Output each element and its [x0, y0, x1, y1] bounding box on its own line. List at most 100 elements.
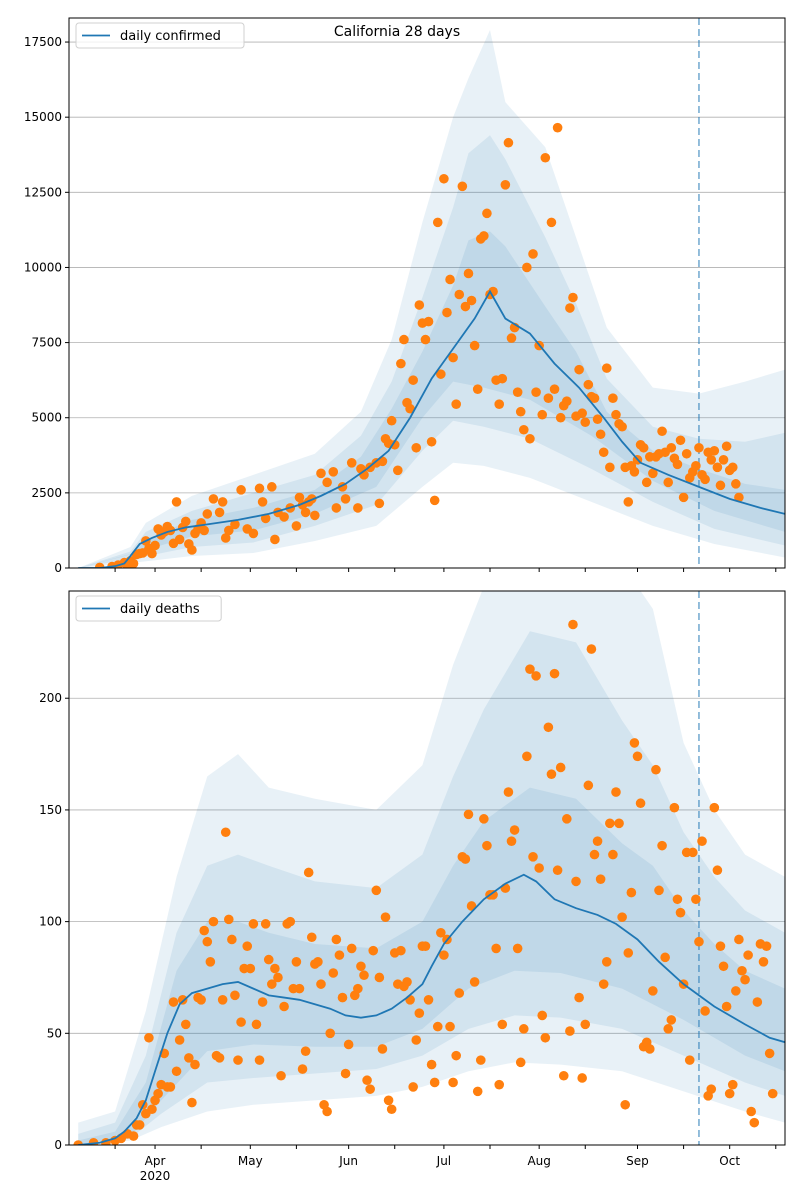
observed-point	[291, 521, 302, 531]
observed-point	[325, 1028, 336, 1039]
observed-point	[558, 1070, 569, 1081]
observed-point	[322, 1106, 332, 1117]
observed-point	[463, 268, 474, 279]
observed-point	[208, 494, 219, 504]
observed-point	[605, 462, 615, 473]
observed-point	[230, 519, 240, 530]
observed-point	[134, 1120, 145, 1130]
series-line	[78, 289, 785, 568]
observed-point	[340, 1068, 351, 1079]
observed-point	[598, 447, 609, 458]
observed-point	[512, 387, 523, 397]
observed-point	[448, 1077, 458, 1088]
observed-point	[294, 492, 305, 503]
observed-point	[386, 415, 397, 426]
observed-point	[758, 957, 769, 967]
observed-point	[727, 1079, 738, 1090]
observed-point	[396, 945, 406, 956]
observed-point	[423, 316, 434, 327]
observed-point	[540, 1032, 551, 1043]
observed-point	[429, 1077, 440, 1088]
observed-point	[313, 957, 323, 967]
observed-point	[328, 467, 339, 477]
observed-point	[227, 934, 237, 945]
observed-point	[187, 545, 197, 555]
uncertainty-band-1	[78, 30, 785, 568]
observed-point	[549, 384, 560, 394]
observed-point	[248, 528, 259, 539]
observed-point	[223, 914, 234, 925]
observed-point	[248, 919, 259, 929]
observed-point	[709, 802, 720, 813]
observed-point	[436, 927, 446, 938]
observed-point	[654, 885, 664, 896]
observed-point	[574, 364, 584, 375]
y-tick-label: 12500	[24, 185, 62, 199]
observed-point	[257, 497, 268, 507]
observed-point	[177, 994, 188, 1005]
observed-point	[411, 1035, 422, 1045]
observed-point	[399, 334, 409, 345]
observed-point	[405, 403, 415, 414]
observed-point	[343, 1039, 354, 1050]
observed-point	[328, 968, 339, 978]
observed-point	[254, 483, 265, 494]
observed-point	[761, 941, 772, 951]
observed-point	[601, 363, 612, 373]
observed-point	[518, 424, 529, 435]
chart-title: California 28 days	[334, 24, 460, 40]
observed-point	[672, 459, 683, 470]
observed-point	[632, 751, 643, 762]
y-tick-label: 2500	[31, 486, 62, 500]
observed-point	[174, 1035, 185, 1045]
observed-point	[571, 876, 581, 887]
observed-point	[743, 950, 753, 960]
observed-point	[180, 1019, 191, 1030]
observed-point	[279, 512, 289, 522]
y-tick-label: 150	[39, 803, 62, 817]
observed-point	[408, 1082, 418, 1092]
observed-point	[528, 852, 538, 862]
observed-point	[402, 977, 412, 987]
observed-point	[589, 393, 600, 403]
observed-point	[666, 442, 677, 453]
observed-point	[663, 477, 674, 488]
x-tick-label: Apr	[145, 1154, 166, 1168]
observed-point	[359, 970, 369, 981]
observed-point	[764, 1048, 775, 1059]
observed-point	[540, 152, 551, 163]
observed-point	[202, 936, 213, 947]
observed-point	[353, 503, 363, 513]
observed-point	[638, 442, 649, 453]
observed-point	[297, 1064, 308, 1074]
observed-point	[491, 943, 501, 954]
observed-point	[368, 945, 379, 956]
observed-point	[509, 825, 520, 835]
observed-point	[583, 379, 594, 390]
observed-point	[94, 562, 105, 568]
observed-point	[180, 516, 191, 527]
observed-point	[608, 393, 618, 403]
observed-point	[199, 525, 210, 536]
observed-point	[436, 369, 446, 379]
observed-point	[749, 1117, 760, 1128]
observed-point	[731, 479, 741, 489]
observed-point	[617, 421, 627, 432]
observed-point	[694, 936, 704, 947]
observed-point	[721, 441, 732, 452]
y-tick-label: 17500	[24, 35, 62, 49]
observed-point	[233, 1055, 243, 1065]
observed-point	[223, 525, 234, 536]
observed-point	[549, 668, 560, 679]
observed-point	[694, 442, 704, 453]
observed-point	[675, 907, 686, 918]
observed-point	[565, 303, 575, 313]
observed-point	[663, 1024, 674, 1034]
observed-point	[718, 455, 729, 465]
observed-point	[393, 465, 403, 476]
observed-point	[432, 1021, 443, 1032]
observed-point	[515, 406, 526, 417]
observed-point	[196, 994, 206, 1005]
